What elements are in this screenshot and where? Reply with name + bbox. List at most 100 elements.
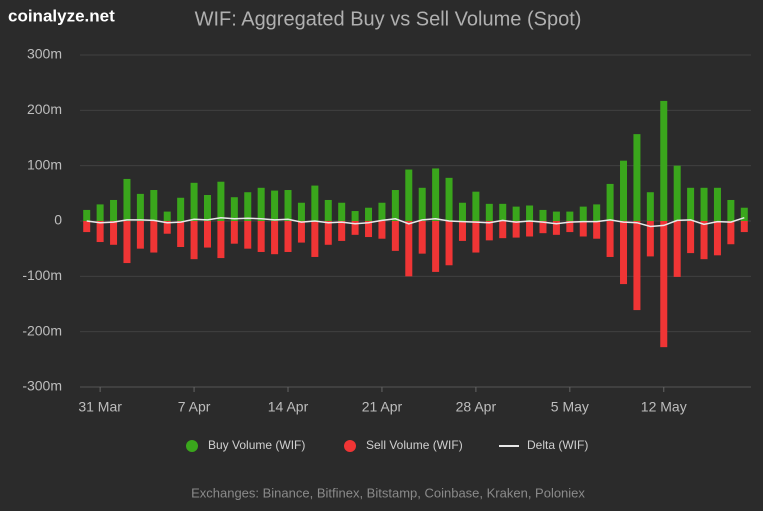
chart-title: WIF: Aggregated Buy vs Sell Volume (Spot… [195, 8, 582, 30]
bar [203, 221, 211, 248]
bar [566, 211, 574, 221]
bar [458, 202, 466, 221]
bar [136, 221, 144, 249]
bar [163, 211, 171, 221]
x-tick-label: 21 Apr [362, 399, 403, 415]
bar [83, 209, 91, 221]
bar [579, 221, 587, 237]
bar [445, 221, 453, 266]
bar [566, 221, 574, 233]
bar [311, 185, 319, 221]
bar [485, 221, 493, 241]
watermark: coinalyze.net [8, 6, 115, 25]
bar [593, 204, 601, 221]
bar [445, 177, 453, 221]
bar [378, 221, 386, 239]
bar [673, 165, 681, 221]
bar [244, 221, 252, 249]
footer: Exchanges: Binance, Bitfinex, Bitstamp, … [191, 485, 585, 500]
bar [620, 221, 628, 285]
bar [230, 197, 238, 221]
bar [217, 181, 225, 221]
x-tick-label: 28 Apr [456, 399, 497, 415]
bar [378, 202, 386, 221]
bar [727, 221, 735, 245]
bar [324, 221, 332, 245]
bar [606, 183, 614, 221]
bar [633, 134, 641, 221]
legend-label: Delta (WIF) [527, 438, 588, 452]
bar [123, 221, 131, 264]
bar [338, 221, 346, 241]
bar [539, 221, 547, 234]
bar [110, 221, 118, 245]
bar [230, 221, 238, 244]
legend-marker [186, 440, 198, 452]
bar [96, 221, 104, 243]
y-tick-label: 300m [27, 46, 62, 62]
legend-label: Buy Volume (WIF) [208, 438, 305, 452]
bar [472, 221, 480, 253]
bar [646, 221, 654, 257]
bar [284, 190, 292, 221]
bar [472, 191, 480, 221]
bar [365, 221, 373, 238]
legend-marker [344, 440, 356, 452]
bar [351, 221, 359, 235]
bar [297, 202, 305, 221]
bar [190, 182, 198, 221]
bar [311, 221, 319, 257]
bar [633, 221, 641, 311]
bar [539, 209, 547, 221]
bar [660, 221, 668, 348]
bar [150, 190, 158, 221]
y-tick-label: -100m [22, 267, 62, 283]
x-tick-label: 14 Apr [268, 399, 309, 415]
bar [338, 202, 346, 221]
y-tick-label: -300m [22, 378, 62, 394]
bar [552, 211, 560, 221]
bar [458, 221, 466, 241]
bar [660, 100, 668, 221]
bar [203, 194, 211, 221]
bar [700, 221, 708, 260]
x-tick-label: 12 May [641, 399, 687, 415]
bar [123, 178, 131, 221]
legend-label: Sell Volume (WIF) [366, 438, 463, 452]
bar [136, 193, 144, 221]
bar [432, 221, 440, 272]
x-tick-label: 7 Apr [178, 399, 211, 415]
bar [606, 221, 614, 257]
bar [418, 221, 426, 254]
bar [365, 207, 373, 221]
bar [110, 199, 118, 221]
bar [713, 187, 721, 221]
x-tick-label: 5 May [551, 399, 589, 415]
bar [96, 204, 104, 221]
bar [217, 221, 225, 259]
bar [257, 187, 265, 221]
bar [324, 199, 332, 221]
bar [700, 187, 708, 221]
bar [405, 169, 413, 221]
bar [271, 190, 279, 221]
bar [432, 168, 440, 221]
delta-line [86, 216, 745, 228]
bar [485, 203, 493, 221]
bar [593, 221, 601, 239]
bar [620, 160, 628, 221]
bar [740, 221, 748, 233]
bar [512, 206, 520, 221]
bar [163, 221, 171, 234]
bar [244, 192, 252, 221]
bar [646, 192, 654, 221]
y-tick-label: 100m [27, 156, 62, 172]
bar [687, 187, 695, 221]
bar [405, 221, 413, 277]
bar [391, 221, 399, 251]
bar [713, 221, 721, 256]
bar [526, 205, 534, 221]
bar [499, 203, 507, 221]
bar [177, 221, 185, 248]
